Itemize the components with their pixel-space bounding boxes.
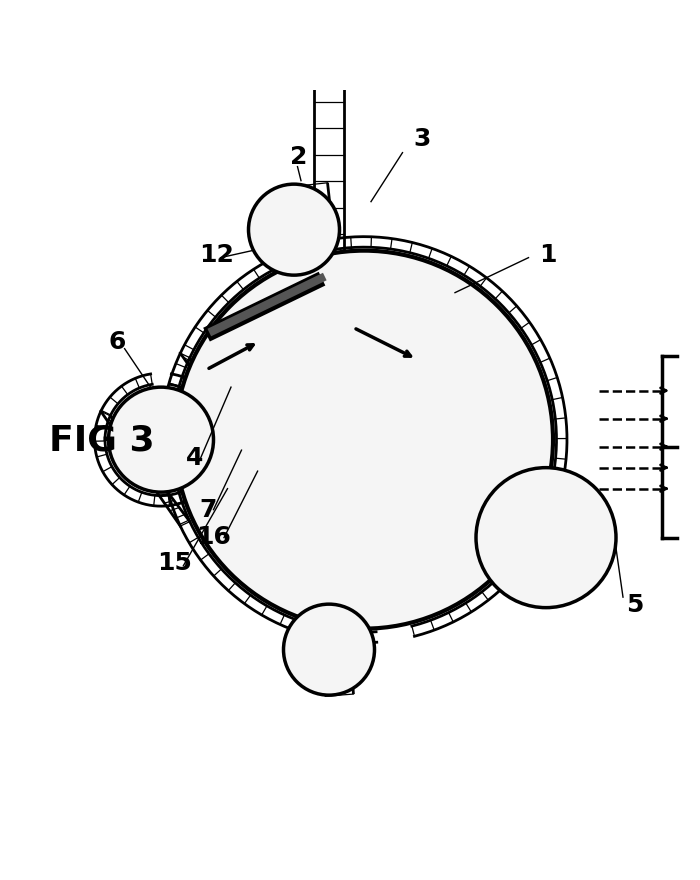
Circle shape: [476, 468, 616, 608]
Circle shape: [284, 605, 374, 695]
Text: 5: 5: [626, 592, 644, 616]
Text: 12: 12: [199, 243, 234, 267]
Text: 1: 1: [539, 243, 556, 267]
Text: 7: 7: [199, 498, 217, 522]
Text: 2: 2: [290, 144, 308, 169]
Circle shape: [108, 387, 214, 493]
Circle shape: [248, 185, 340, 275]
Text: 6: 6: [108, 330, 126, 354]
Text: 15: 15: [158, 550, 192, 575]
Text: 16: 16: [196, 524, 231, 548]
Text: 3: 3: [413, 128, 430, 151]
Text: FIG 3: FIG 3: [49, 423, 155, 457]
Text: 4: 4: [186, 445, 203, 469]
Circle shape: [175, 251, 553, 629]
